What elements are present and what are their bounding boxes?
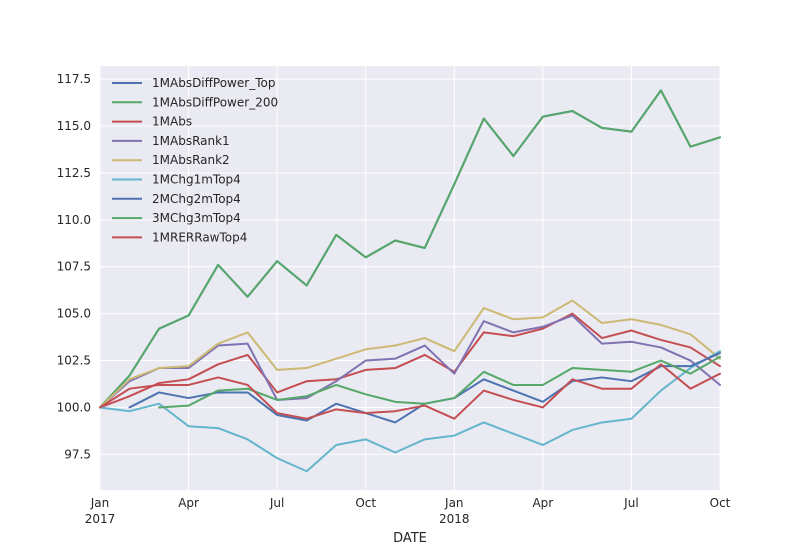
x-tick-label: Jul <box>269 496 284 510</box>
y-tick-label: 112.5 <box>57 166 91 180</box>
series-line-1mabs <box>99 312 721 409</box>
plot-background <box>100 66 720 490</box>
x-tick-year-label: 2017 <box>85 512 116 526</box>
series-line-1mabsdiffpower-200 <box>99 89 721 409</box>
x-tick-label: Jan <box>444 496 464 510</box>
x-tick-label: Oct <box>710 496 731 510</box>
legend-label-3mchg3mtop4: 3MChg3mTop4 <box>152 211 241 225</box>
series-line-1mchg1mtop4 <box>99 350 721 473</box>
series-line-1mabsrank1 <box>99 314 721 409</box>
y-tick-label: 117.5 <box>57 72 91 86</box>
y-tick-label: 97.5 <box>64 447 91 461</box>
legend-label-2mchg2mtop4: 2MChg2mTop4 <box>152 192 241 206</box>
x-tick-label: Apr <box>532 496 553 510</box>
legend-label-1mabsrank2: 1MAbsRank2 <box>152 153 230 167</box>
axis-ticks: 97.5 100.0 102.5 105.0 107.5 110.0 112.5 115.0 1… <box>57 72 731 526</box>
legend-label-1mabsdiffpower-200: 1MAbsDiffPower_200 <box>152 95 278 109</box>
series-line-1mrerrawtop4 <box>99 363 721 420</box>
y-tick-label: 107.5 <box>57 260 91 274</box>
legend: 1MAbsDiffPower_Top 1MAbsDiffPower_200 1MAb… <box>112 76 278 244</box>
legend-label-1mabsrank1: 1MAbsRank1 <box>152 134 230 148</box>
legend-label-1mrerrawtop4: 1MRERRawTop4 <box>152 230 247 244</box>
y-tick-label: 110.0 <box>57 213 91 227</box>
x-tick-label: Jul <box>623 496 638 510</box>
y-tick-label: 100.0 <box>57 400 91 414</box>
series-lines <box>99 89 721 473</box>
y-tick-label: 115.0 <box>57 119 91 133</box>
y-tick-label: 102.5 <box>57 354 91 368</box>
legend-label-1mchg1mtop4: 1MChg1mTop4 <box>152 173 241 187</box>
x-tick-label: Oct <box>355 496 376 510</box>
x-tick-label: Apr <box>178 496 199 510</box>
legend-label-1mabsdiffpower-top: 1MAbsDiffPower_Top <box>152 76 275 90</box>
x-axis-label: DATE <box>393 531 427 546</box>
series-line-1mabsrank2 <box>99 299 721 409</box>
legend-label-1mabs: 1MAbs <box>152 115 192 129</box>
x-tick-year-label: 2018 <box>439 512 470 526</box>
x-tick-label: Jan <box>90 496 110 510</box>
y-tick-label: 105.0 <box>57 307 91 321</box>
